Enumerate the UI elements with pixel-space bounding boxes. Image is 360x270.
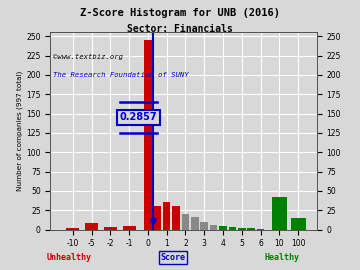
Text: The Research Foundation of SUNY: The Research Foundation of SUNY [53, 72, 189, 78]
Bar [123, 227, 136, 230]
Bar [104, 227, 117, 230]
Bar [163, 202, 171, 230]
Bar [272, 197, 287, 230]
Bar [219, 227, 227, 230]
Bar [191, 217, 199, 230]
Y-axis label: Number of companies (997 total): Number of companies (997 total) [17, 71, 23, 191]
Bar [172, 206, 180, 230]
Text: Z-Score Histogram for UNB (2016): Z-Score Histogram for UNB (2016) [80, 8, 280, 18]
Bar [144, 40, 152, 229]
Bar [210, 225, 217, 230]
Text: 0.2857: 0.2857 [120, 112, 157, 122]
Text: Unhealthy: Unhealthy [46, 253, 91, 262]
Text: Sector: Financials: Sector: Financials [127, 24, 233, 34]
Bar [247, 228, 255, 230]
Bar [66, 228, 80, 230]
Bar [154, 206, 161, 230]
Text: Healthy: Healthy [265, 253, 300, 262]
Text: ©www.textbiz.org: ©www.textbiz.org [53, 54, 123, 60]
Bar [257, 229, 264, 230]
Bar [85, 222, 98, 230]
Bar [201, 222, 208, 230]
Bar [238, 228, 246, 230]
Bar [291, 218, 306, 230]
Text: Score: Score [161, 253, 185, 262]
Bar [182, 214, 189, 230]
Bar [229, 227, 236, 230]
